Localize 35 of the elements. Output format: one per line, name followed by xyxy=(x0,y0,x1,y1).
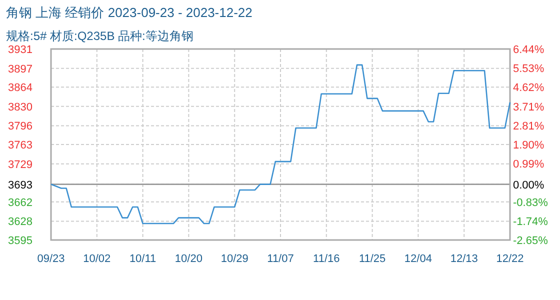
y-tick-label: 3729 xyxy=(8,158,32,171)
y2-tick-label: 0.99% xyxy=(513,158,544,171)
y2-tick-label: 0.00% xyxy=(513,179,544,192)
x-tick-label: 10/02 xyxy=(83,253,111,265)
y-tick-label: 3628 xyxy=(8,216,32,228)
x-tick-label: 10/29 xyxy=(220,253,248,265)
y-tick-label: 3864 xyxy=(8,82,32,94)
x-tick-label: 11/16 xyxy=(313,253,340,265)
x-tick-label: 10/20 xyxy=(174,253,202,265)
y-tick-label: 3830 xyxy=(8,101,32,114)
x-tick-label: 12/04 xyxy=(404,253,432,265)
y-tick-label: 3931 xyxy=(8,44,32,56)
y2-tick-label: 4.62% xyxy=(513,82,544,94)
title: 角钢 上海 经销价 2023-09-23 - 2023-12-22 xyxy=(6,5,252,20)
y-tick-label: 3897 xyxy=(8,63,32,76)
subtitle: 规格:5# 材质:Q235B 品种:等边角钢 xyxy=(6,29,194,43)
y-tick-label: 3796 xyxy=(8,120,32,133)
x-tick-label: 12/13 xyxy=(450,253,478,265)
y2-tick-label: 6.44% xyxy=(513,44,544,56)
y2-tick-label: -0.83% xyxy=(513,196,548,209)
y2-tick-label: 3.71% xyxy=(513,101,544,114)
y-tick-label: 3693 xyxy=(8,179,32,192)
y2-tick-label: 2.81% xyxy=(513,120,544,132)
y-tick-label: 3763 xyxy=(8,140,32,152)
y-tick-label: 3662 xyxy=(8,196,32,209)
y2-tick-label: 1.90% xyxy=(513,139,544,152)
x-tick-label: 11/25 xyxy=(358,253,386,265)
x-tick-label: 10/11 xyxy=(129,253,156,265)
y-tick-label: 3595 xyxy=(8,235,32,247)
y2-tick-label: 5.53% xyxy=(513,63,544,76)
y2-tick-label: -1.74% xyxy=(513,216,548,228)
x-tick-label: 12/22 xyxy=(496,253,524,265)
x-tick-label: 09/23 xyxy=(37,253,65,265)
x-tick-label: 11/07 xyxy=(267,253,294,265)
y2-tick-label: -2.65% xyxy=(513,235,548,247)
